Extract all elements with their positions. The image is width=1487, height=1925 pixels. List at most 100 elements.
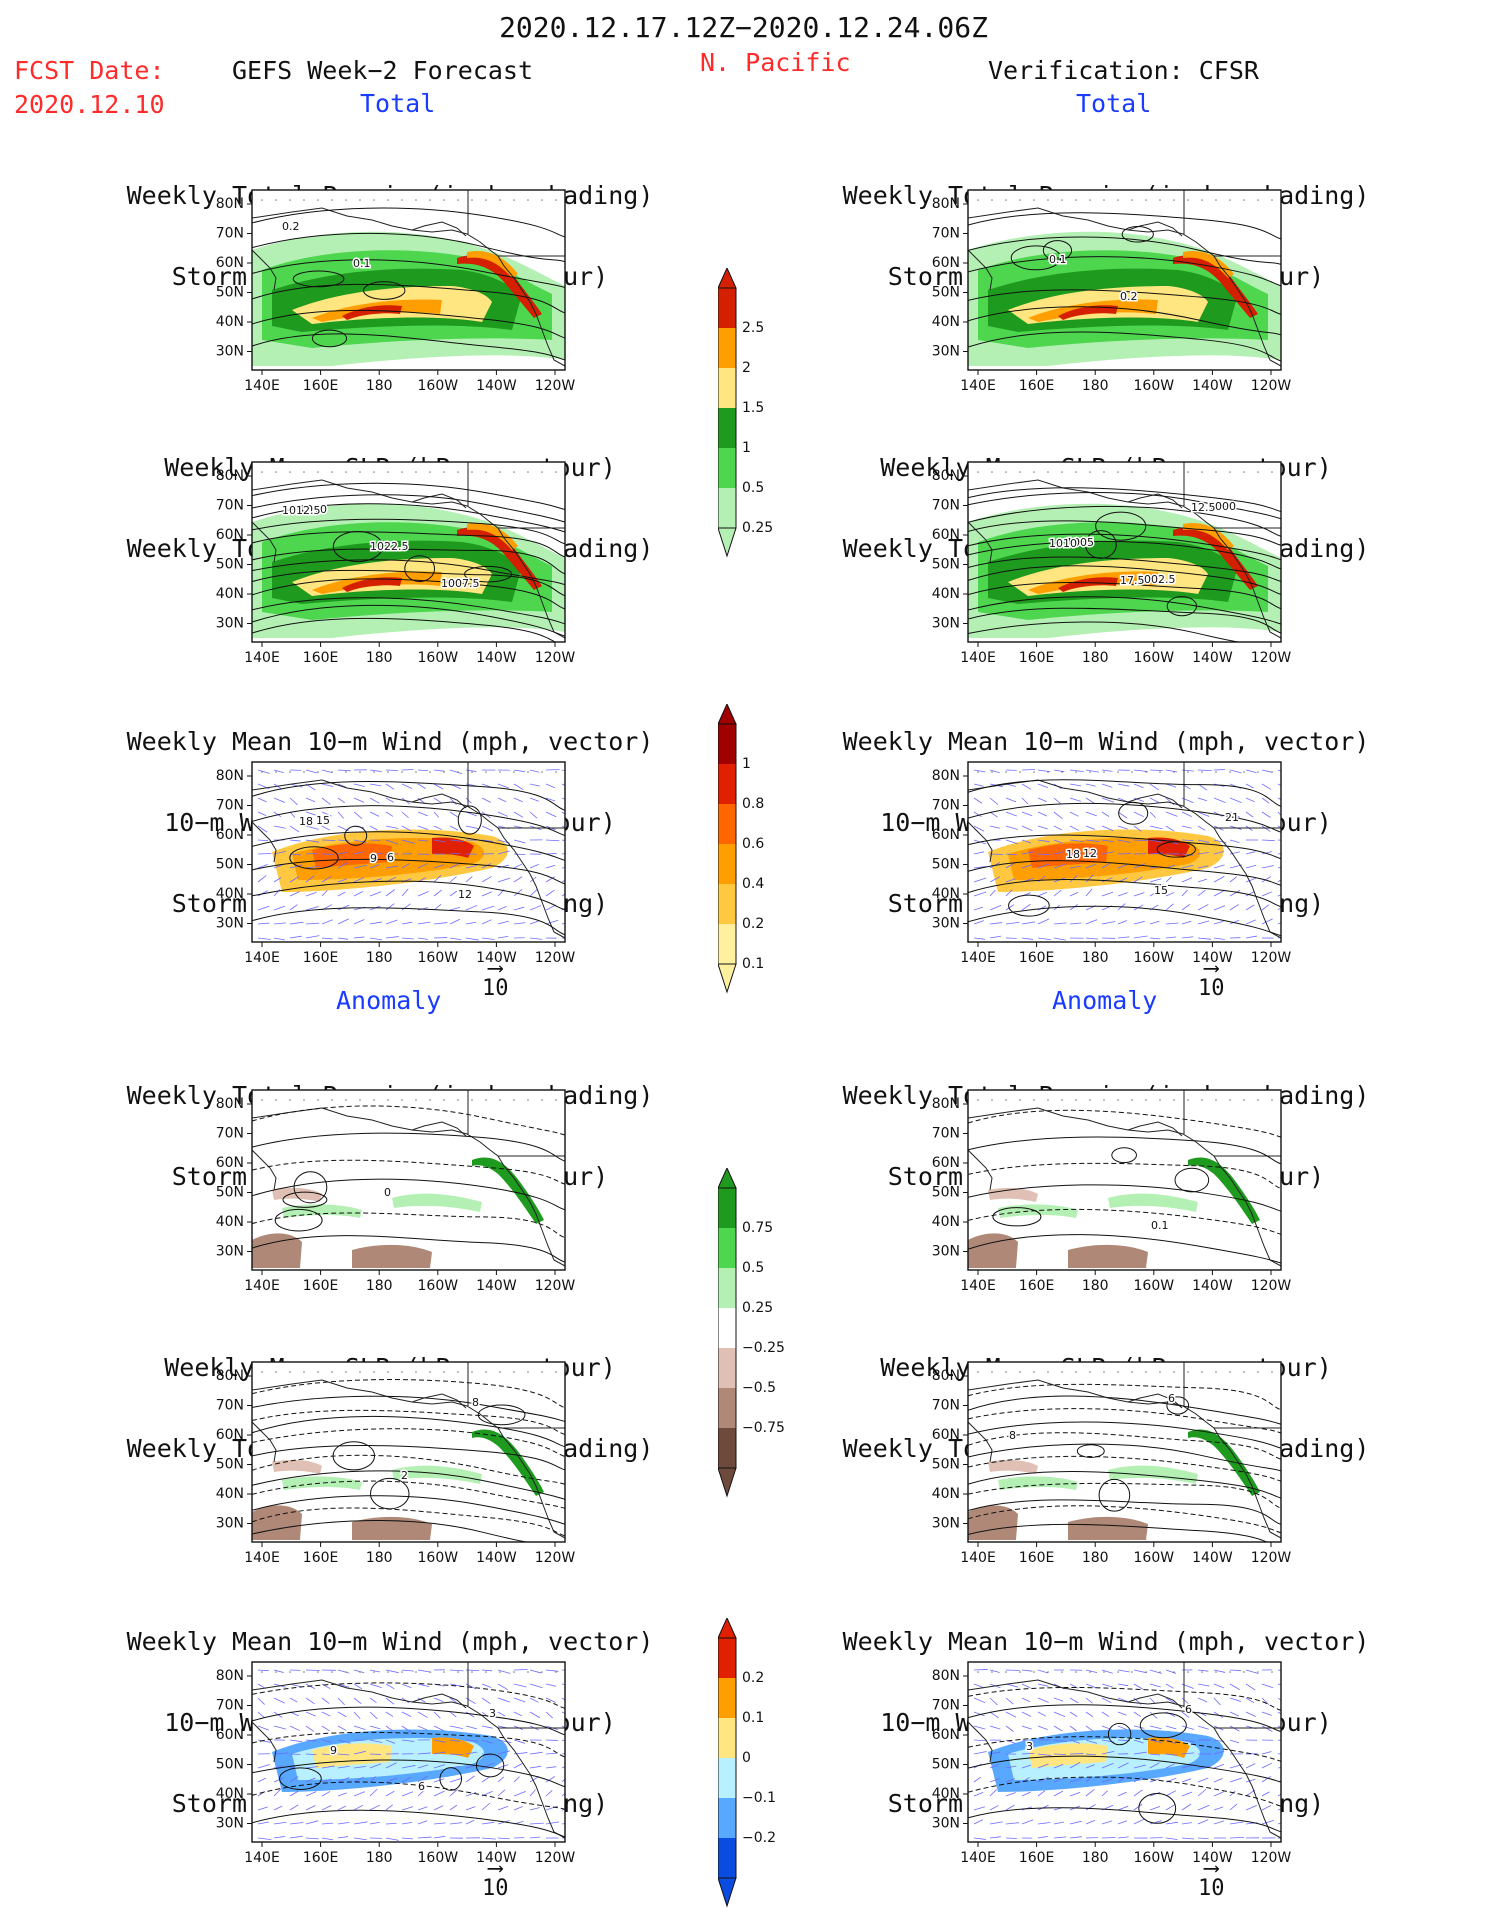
lat-label: 70N <box>932 798 960 814</box>
wind-vector <box>1149 825 1163 830</box>
contour-loop <box>293 1171 328 1204</box>
grid-dot <box>513 471 515 473</box>
colorbar-segment <box>718 1388 736 1428</box>
wind-vector <box>1085 769 1099 773</box>
wind-vector <box>1021 921 1035 925</box>
colorbar-segment <box>718 1268 736 1308</box>
wind-vector <box>1229 904 1240 911</box>
wind-vector <box>1261 1762 1272 1769</box>
wind-vector <box>385 1683 395 1690</box>
wind-vector <box>497 1669 511 1674</box>
grid-dot <box>429 1671 431 1673</box>
colorbar-anom-density: 0.2 0.1 0 −0.1 −0.2 <box>717 1616 808 1918</box>
wind-vector <box>1037 839 1050 843</box>
wind-vector <box>1213 1750 1225 1755</box>
wind-vector <box>369 1683 382 1688</box>
grid-dot <box>499 1371 501 1373</box>
wind-vector <box>1005 1765 1017 1769</box>
wind-vector <box>1037 863 1050 869</box>
wind-vector <box>1133 876 1143 883</box>
colorbar-label: −0.1 <box>742 1790 776 1806</box>
grid-dot <box>1131 1671 1133 1673</box>
wind-vector <box>529 1751 543 1755</box>
grid-dot <box>1187 471 1189 473</box>
wind-vector <box>1277 894 1281 897</box>
grid-dot <box>1131 771 1133 773</box>
wind-vector <box>433 864 445 869</box>
wind-vector <box>353 936 365 939</box>
grid-dot <box>1271 471 1273 473</box>
wind-vector <box>1005 1683 1019 1688</box>
grid-dot <box>1159 1371 1161 1373</box>
anom-precip-shade <box>988 1459 1038 1474</box>
wind-vector <box>1117 1711 1127 1716</box>
wind-vector <box>1101 1778 1114 1783</box>
wind-vector <box>1277 1767 1281 1769</box>
grid-dot <box>1089 1671 1091 1673</box>
wind-vector <box>257 922 270 925</box>
grid-dot <box>1145 1099 1147 1101</box>
wind-vector <box>1037 811 1048 817</box>
wind-vector <box>1053 1725 1063 1732</box>
wind-vector <box>353 811 363 819</box>
wind-vector <box>337 1753 350 1756</box>
wind-vector <box>513 1739 526 1744</box>
anom-precip-shade <box>392 1465 482 1484</box>
grid-dot <box>1215 199 1217 201</box>
section-anomaly-left: Anomaly <box>336 986 442 1015</box>
wind-vector <box>1261 797 1270 804</box>
contour-line <box>968 1471 1281 1499</box>
wind-vector <box>561 1725 565 1729</box>
lon-label: 160W <box>418 950 459 966</box>
wind-vector <box>973 825 985 832</box>
map-frame <box>967 1089 1282 1271</box>
contour-loop <box>1121 226 1154 243</box>
wind-vector <box>1165 922 1179 925</box>
grid-dot <box>1257 1671 1259 1673</box>
wind-vector <box>1085 1819 1096 1825</box>
wind-vector <box>449 1753 463 1755</box>
wind-vector <box>1229 1697 1241 1702</box>
wind-vector <box>433 797 443 804</box>
wind-vector <box>1037 1711 1047 1717</box>
wind-vector <box>497 1764 509 1769</box>
grid-dot <box>415 1099 417 1101</box>
wind-vector <box>481 797 491 803</box>
grid-dot <box>1061 1671 1063 1673</box>
grid-dot <box>541 1099 543 1101</box>
wind-vector <box>369 1669 381 1673</box>
wind-vector <box>1245 1763 1256 1769</box>
wind-vector <box>481 1739 494 1744</box>
colorbar-cap <box>717 1877 737 1908</box>
grid-dot <box>1271 771 1273 773</box>
contour-loop <box>1166 1396 1190 1415</box>
grid-dot <box>373 1371 375 1373</box>
wind-vector <box>529 1807 540 1811</box>
wind-vector <box>1261 825 1271 832</box>
wind-vector <box>1197 920 1210 925</box>
wind-vector <box>513 769 525 773</box>
colorbar-label: −0.5 <box>742 1380 776 1396</box>
wind-vector <box>417 825 429 831</box>
lat-label: 30N <box>932 616 960 632</box>
wind-vector <box>401 1725 411 1733</box>
lat-label: 50N <box>216 857 244 873</box>
anom-precip-shade <box>352 1244 432 1268</box>
lat-label: 70N <box>216 1126 244 1142</box>
wind-vector <box>1245 1778 1256 1783</box>
wind-vector <box>1213 920 1224 925</box>
wind-vector <box>417 1790 425 1797</box>
contour-label: 15 <box>316 814 330 827</box>
wind-vector <box>433 1778 445 1783</box>
wind-vector <box>417 1683 430 1688</box>
wind-vector <box>449 890 458 897</box>
wind-vector <box>1213 890 1224 897</box>
contour-line <box>968 1807 1281 1833</box>
wind-vector <box>1117 839 1131 843</box>
wind-vector <box>449 769 463 775</box>
wind-vector <box>497 864 509 869</box>
grid-dot <box>527 471 529 473</box>
